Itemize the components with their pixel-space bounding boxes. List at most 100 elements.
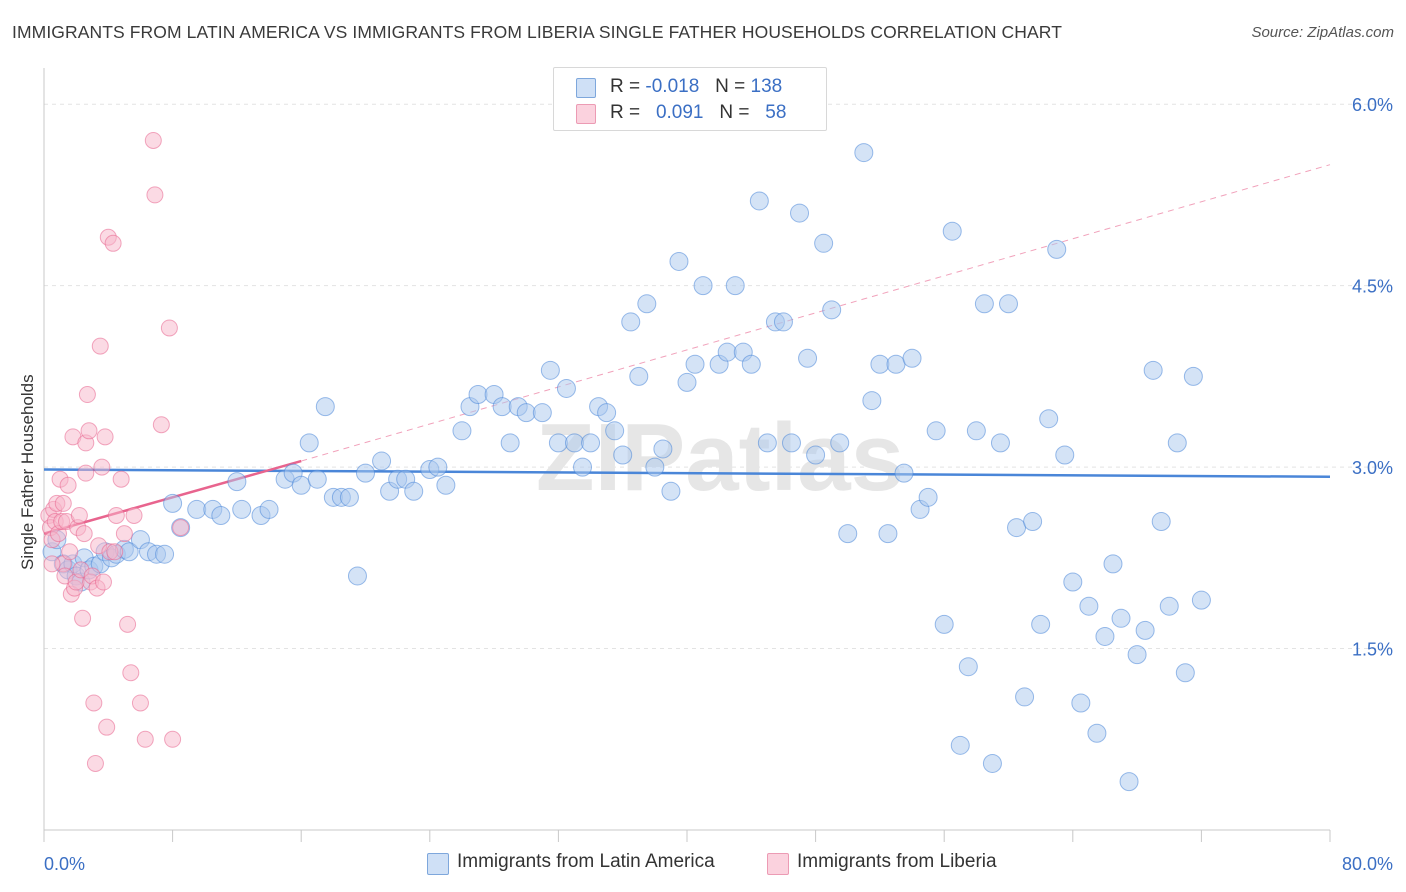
- data-point-latin-america: [629, 366, 649, 386]
- y-tick-label: 1.5%: [1352, 640, 1393, 660]
- data-point-latin-america: [878, 524, 898, 544]
- bottom-legend-swatch-latin-america: [427, 853, 449, 875]
- data-point-latin-america: [693, 276, 713, 296]
- legend-r-label: R =: [610, 76, 641, 97]
- data-point-latin-america: [1151, 512, 1171, 532]
- data-point-liberia: [106, 543, 124, 561]
- data-point-latin-america: [259, 499, 279, 519]
- y-tick-label: 6.0%: [1352, 95, 1393, 115]
- data-point-latin-america: [1047, 239, 1067, 259]
- data-point-latin-america: [163, 493, 183, 513]
- data-point-latin-america: [669, 251, 689, 271]
- data-point-latin-america: [307, 469, 327, 489]
- data-point-latin-america: [1023, 512, 1043, 532]
- legend-n-value: 138: [750, 76, 783, 97]
- data-point-latin-america: [1135, 620, 1155, 640]
- x-tick-label: 0.0%: [44, 854, 85, 874]
- data-point-latin-america: [1007, 518, 1027, 538]
- data-point-liberia: [77, 464, 95, 482]
- data-point-latin-america: [428, 457, 448, 477]
- data-point-latin-america: [806, 445, 826, 465]
- data-point-latin-america: [854, 143, 874, 163]
- bottom-legend-swatch-liberia: [767, 853, 789, 875]
- data-point-latin-america: [902, 348, 922, 368]
- data-point-liberia: [115, 525, 133, 543]
- data-point-liberia: [78, 386, 96, 404]
- data-point-latin-america: [822, 300, 842, 320]
- data-point-latin-america: [1119, 772, 1139, 792]
- data-point-liberia: [160, 319, 178, 337]
- data-point-latin-america: [950, 735, 970, 755]
- y-tick-label: 4.5%: [1352, 277, 1393, 297]
- data-point-latin-america: [404, 481, 424, 501]
- data-point-latin-america: [1191, 590, 1211, 610]
- data-point-latin-america: [187, 499, 207, 519]
- axes: [43, 68, 1331, 842]
- data-point-liberia: [146, 186, 164, 204]
- x-tick-label: 80.0%: [1342, 854, 1393, 874]
- data-point-liberia: [125, 506, 143, 524]
- data-point-latin-america: [356, 463, 375, 483]
- data-point-liberia: [94, 573, 112, 591]
- data-point-latin-america: [564, 433, 584, 453]
- y-axis-label: Single Father Households: [18, 374, 37, 570]
- data-point-latin-america: [516, 403, 536, 423]
- data-point-liberia: [131, 694, 149, 712]
- legend-swatch-liberia: [576, 104, 596, 124]
- data-point-latin-america: [741, 354, 761, 374]
- data-point-latin-america: [556, 378, 576, 398]
- data-point-latin-america: [653, 439, 673, 459]
- data-point-liberia: [98, 718, 116, 736]
- data-point-latin-america: [790, 203, 810, 223]
- data-point-liberia: [91, 337, 109, 355]
- data-point-liberia: [80, 422, 98, 440]
- tick-labels: 1.5% 3.0% 4.5% 6.0% 0.0% 80.0%: [44, 95, 1393, 874]
- data-point-latin-america: [677, 372, 697, 392]
- data-point-liberia: [93, 458, 111, 476]
- data-point-latin-america: [749, 191, 769, 211]
- data-point-latin-america: [1159, 596, 1179, 616]
- data-point-liberia: [86, 754, 104, 772]
- data-point-latin-america: [315, 397, 335, 417]
- data-point-latin-america: [926, 421, 946, 441]
- data-point-latin-america: [934, 614, 954, 634]
- data-point-latin-america: [1087, 723, 1107, 743]
- chart-title: IMMIGRANTS FROM LATIN AMERICA VS IMMIGRA…: [12, 22, 1062, 42]
- data-point-liberia: [164, 730, 182, 748]
- data-point-latin-america: [974, 294, 994, 314]
- data-point-liberia: [74, 609, 92, 627]
- data-point-latin-america: [838, 524, 858, 544]
- data-point-latin-america: [757, 433, 777, 453]
- data-point-latin-america: [942, 221, 962, 241]
- data-point-latin-america: [982, 753, 1002, 773]
- legend-swatch-latin-america: [576, 78, 596, 98]
- data-point-latin-america: [918, 487, 938, 507]
- legend-r-value: 0.091: [655, 102, 704, 123]
- bottom-legend-label: Immigrants from Liberia: [797, 851, 997, 872]
- y-tick-label: 3.0%: [1352, 458, 1393, 478]
- data-point-latin-america: [597, 403, 617, 423]
- trend-line-latin-america: [43, 468, 1331, 479]
- data-point-latin-america: [1183, 366, 1203, 386]
- legend-r-value: -0.018: [645, 76, 700, 97]
- data-point-latin-america: [500, 433, 520, 453]
- data-point-latin-america: [990, 433, 1010, 453]
- data-points: [40, 131, 1211, 792]
- data-point-latin-america: [830, 433, 850, 453]
- data-point-latin-america: [211, 505, 231, 525]
- data-point-latin-america: [1039, 409, 1059, 429]
- data-point-liberia: [119, 615, 137, 633]
- watermark: ZIPatlas: [536, 404, 904, 511]
- data-point-latin-america: [870, 354, 890, 374]
- data-point-latin-america: [613, 445, 633, 465]
- data-point-liberia: [144, 131, 162, 149]
- data-point-latin-america: [227, 472, 247, 492]
- data-point-liberia: [85, 694, 103, 712]
- data-point-latin-america: [548, 433, 568, 453]
- data-point-latin-america: [492, 397, 512, 417]
- data-point-latin-america: [1143, 360, 1163, 380]
- source-credit: Source: ZipAtlas.com: [1251, 24, 1394, 41]
- data-point-latin-america: [532, 403, 552, 423]
- data-point-liberia: [59, 476, 77, 494]
